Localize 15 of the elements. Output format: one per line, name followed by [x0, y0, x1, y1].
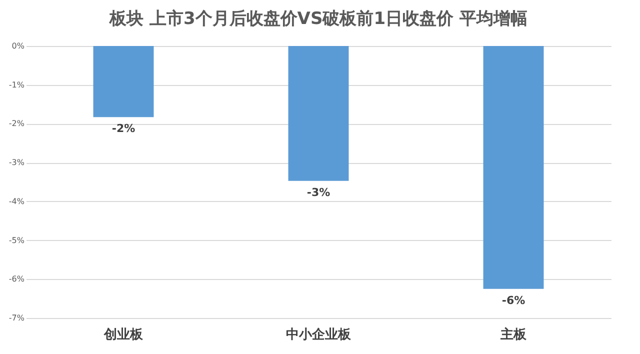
y-tick-label: -3%	[8, 158, 25, 168]
data-label: -3%	[306, 186, 330, 199]
y-tick-label: 0%	[12, 42, 25, 50]
y-tick-label: -6%	[8, 274, 25, 284]
x-tick-label: 中小企业板	[286, 328, 352, 342]
y-tick-label: -2%	[8, 119, 25, 128]
y-tick-label: -5%	[8, 236, 25, 245]
data-label: -6%	[502, 294, 526, 307]
y-tick-label: -7%	[8, 314, 25, 322]
y-tick-label: -1%	[8, 80, 25, 90]
data-label: -2%	[112, 122, 136, 136]
chart-title: 板块 上市3个月后收盘价VS破板前1日收盘价 平均增幅	[108, 9, 528, 29]
x-tick-label: 创业板	[103, 328, 144, 342]
y-tick-label: -4%	[8, 196, 25, 206]
x-tick-label: 主板	[500, 326, 528, 342]
